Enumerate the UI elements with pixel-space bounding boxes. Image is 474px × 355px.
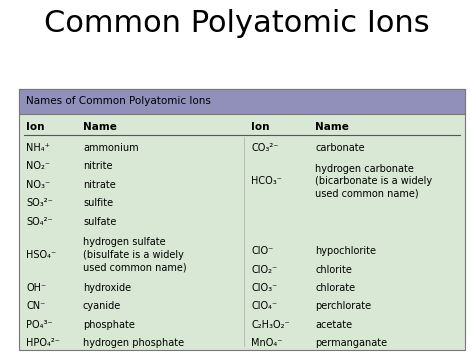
Text: NO₂⁻: NO₂⁻ [26, 161, 50, 171]
Text: hydrogen phosphate: hydrogen phosphate [83, 338, 184, 348]
Text: SO₄²⁻: SO₄²⁻ [26, 217, 53, 226]
Text: CN⁻: CN⁻ [26, 301, 46, 311]
Text: phosphate: phosphate [83, 320, 135, 330]
Text: Ion: Ion [26, 122, 45, 132]
Text: ClO⁻: ClO⁻ [251, 246, 273, 256]
Text: OH⁻: OH⁻ [26, 283, 46, 293]
FancyBboxPatch shape [19, 89, 465, 114]
Text: chlorite: chlorite [315, 264, 352, 274]
Text: sulfite: sulfite [83, 198, 113, 208]
FancyBboxPatch shape [19, 89, 465, 350]
Text: CO₃²⁻: CO₃²⁻ [251, 143, 279, 153]
Text: hydrogen carbonate
(bicarbonate is a widely
used common name): hydrogen carbonate (bicarbonate is a wid… [315, 164, 432, 198]
Text: Common Polyatomic Ions: Common Polyatomic Ions [44, 9, 430, 38]
Text: ClO₂⁻: ClO₂⁻ [251, 264, 277, 274]
Text: chlorate: chlorate [315, 283, 356, 293]
Text: hypochlorite: hypochlorite [315, 246, 376, 256]
Text: perchlorate: perchlorate [315, 301, 371, 311]
Text: HPO₄²⁻: HPO₄²⁻ [26, 338, 60, 348]
Text: sulfate: sulfate [83, 217, 116, 226]
Text: HCO₃⁻: HCO₃⁻ [251, 176, 282, 186]
Text: cyanide: cyanide [83, 301, 121, 311]
Text: hydrogen sulfate
(bisulfate is a widely
used common name): hydrogen sulfate (bisulfate is a widely … [83, 237, 187, 272]
Text: Ion: Ion [251, 122, 270, 132]
Text: HSO₄⁻: HSO₄⁻ [26, 250, 56, 260]
Text: nitrite: nitrite [83, 161, 112, 171]
Text: hydroxide: hydroxide [83, 283, 131, 293]
Text: ClO₄⁻: ClO₄⁻ [251, 301, 277, 311]
Text: NO₃⁻: NO₃⁻ [26, 180, 50, 190]
Text: MnO₄⁻: MnO₄⁻ [251, 338, 283, 348]
Text: C₂H₃O₂⁻: C₂H₃O₂⁻ [251, 320, 290, 330]
Text: Name: Name [83, 122, 117, 132]
Text: Name: Name [315, 122, 349, 132]
Text: Names of Common Polyatomic Ions: Names of Common Polyatomic Ions [26, 96, 211, 106]
Text: SO₃²⁻: SO₃²⁻ [26, 198, 53, 208]
Text: permanganate: permanganate [315, 338, 387, 348]
Text: nitrate: nitrate [83, 180, 116, 190]
Text: NH₄⁺: NH₄⁺ [26, 143, 50, 153]
Text: PO₄³⁻: PO₄³⁻ [26, 320, 53, 330]
Text: acetate: acetate [315, 320, 352, 330]
Text: ammonium: ammonium [83, 143, 138, 153]
Text: ClO₃⁻: ClO₃⁻ [251, 283, 277, 293]
Text: carbonate: carbonate [315, 143, 365, 153]
